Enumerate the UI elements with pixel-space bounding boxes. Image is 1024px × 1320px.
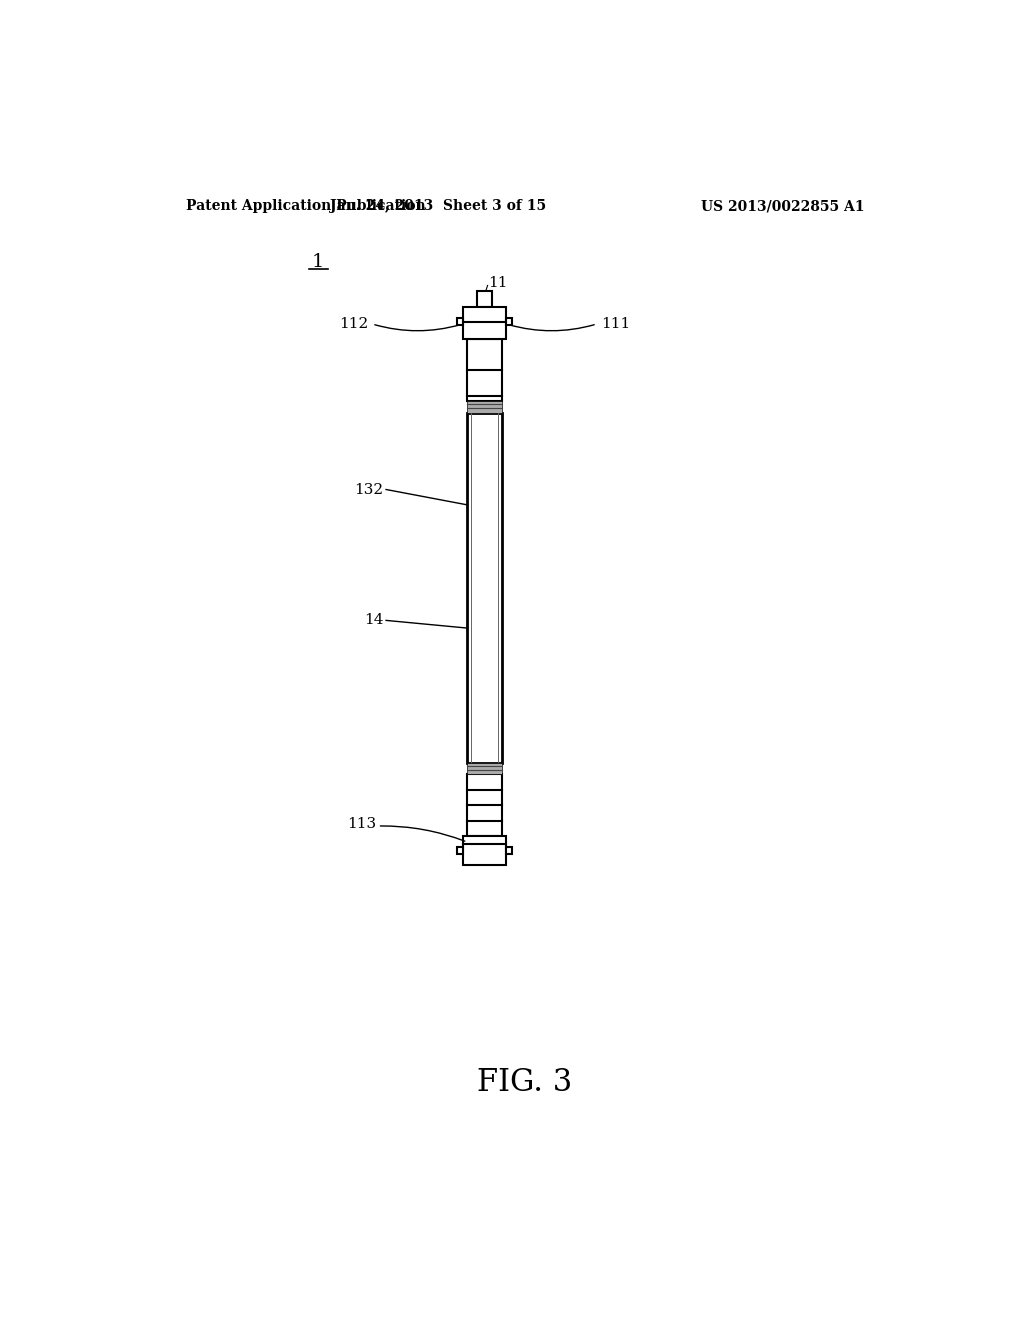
Bar xyxy=(457,847,463,854)
Text: Patent Application Publication: Patent Application Publication xyxy=(186,199,426,213)
Text: 112: 112 xyxy=(339,317,369,331)
Bar xyxy=(467,339,502,401)
Bar xyxy=(506,318,512,326)
Bar xyxy=(506,847,512,854)
Bar xyxy=(467,401,502,412)
Bar xyxy=(463,308,506,339)
Bar xyxy=(477,290,493,308)
Bar xyxy=(467,412,502,763)
Text: 113: 113 xyxy=(347,817,376,832)
Text: 14: 14 xyxy=(365,614,384,627)
Bar xyxy=(457,318,463,326)
Bar xyxy=(463,836,506,866)
Text: FIG. 3: FIG. 3 xyxy=(477,1067,572,1098)
Text: 111: 111 xyxy=(601,317,630,331)
Text: Jan. 24, 2013  Sheet 3 of 15: Jan. 24, 2013 Sheet 3 of 15 xyxy=(330,199,546,213)
Text: 1: 1 xyxy=(311,253,324,272)
Text: US 2013/0022855 A1: US 2013/0022855 A1 xyxy=(700,199,864,213)
Bar xyxy=(467,775,502,836)
Bar xyxy=(467,763,502,775)
Text: 132: 132 xyxy=(354,483,384,496)
Text: 11: 11 xyxy=(488,276,508,290)
